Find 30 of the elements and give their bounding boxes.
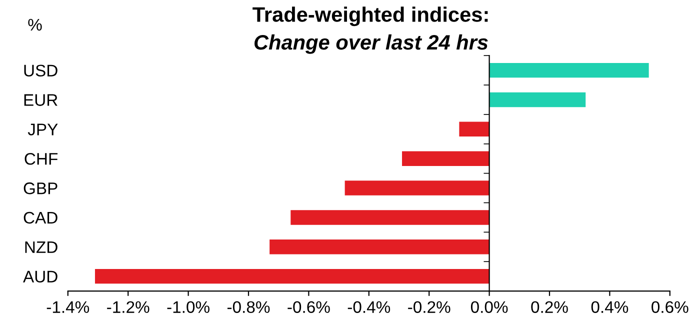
chart-subtitle: Change over last 24 hrs bbox=[254, 34, 488, 54]
x-tick-label: -0.6% bbox=[288, 301, 330, 313]
x-tick-label: 0.0% bbox=[470, 301, 508, 313]
y-tick-label: NZD bbox=[25, 241, 58, 253]
bar bbox=[489, 62, 649, 78]
bar bbox=[270, 240, 490, 254]
bar bbox=[402, 151, 490, 166]
x-tick-label: 0.2% bbox=[531, 301, 568, 313]
y-tick-label: CAD bbox=[24, 212, 58, 224]
x-tick-label: -1.2% bbox=[107, 301, 150, 313]
y-tick-label: AUD bbox=[23, 270, 58, 283]
y-tick-label: GBP bbox=[24, 182, 58, 194]
y-axis-title: % bbox=[28, 18, 42, 31]
x-tick-label: -0.8% bbox=[227, 301, 270, 313]
x-tick-label: -0.2% bbox=[408, 301, 450, 313]
x-tick-label: -1.0% bbox=[167, 301, 210, 313]
x-tick-label: -1.4% bbox=[46, 301, 90, 313]
bar bbox=[489, 92, 586, 108]
y-tick-label: USD bbox=[24, 64, 58, 77]
bar bbox=[344, 180, 490, 196]
y-tick-label: JPY bbox=[28, 124, 58, 136]
bar bbox=[94, 268, 490, 284]
bar bbox=[459, 122, 490, 137]
chart-title: Trade-weighted indices: bbox=[252, 6, 488, 26]
y-tick-label: CHF bbox=[24, 152, 58, 165]
bar bbox=[290, 210, 490, 225]
y-tick-label: EUR bbox=[24, 94, 58, 106]
x-tick-label: 0.6% bbox=[652, 301, 688, 313]
x-tick-label: -0.4% bbox=[348, 301, 390, 313]
x-tick-label: 0.4% bbox=[591, 301, 628, 313]
